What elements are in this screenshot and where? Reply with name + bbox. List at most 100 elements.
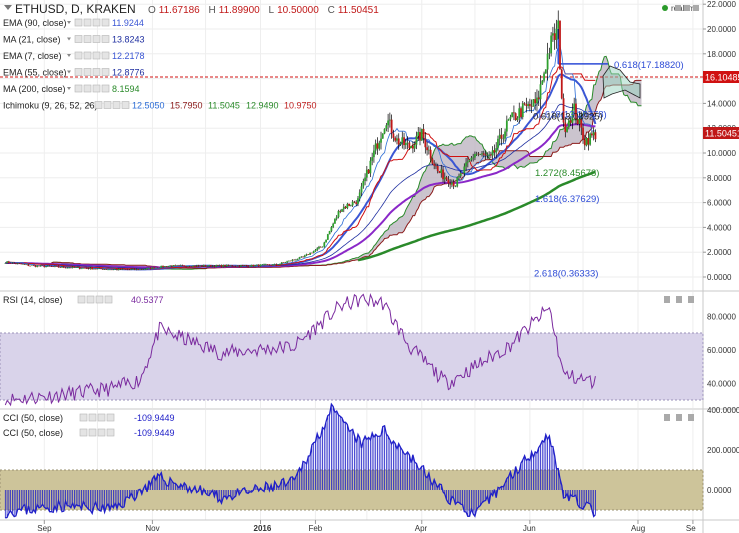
legend-settings-icon[interactable] [77,295,86,304]
legend-close-icon[interactable] [106,428,115,437]
legend-close-icon[interactable] [101,84,110,93]
candle-up [543,73,545,81]
legend-gear-icon[interactable] [112,101,121,109]
pane-settings-icon[interactable] [675,5,681,11]
legend-close-icon[interactable] [106,413,115,422]
candle-down [447,179,450,184]
price-axis[interactable]: 22.000020.000018.000016.000014.000012.00… [703,0,736,282]
legend-close-icon[interactable] [104,295,113,304]
cci-pane-up-icon[interactable] [664,414,670,421]
candle-down [213,265,216,267]
cci-controls[interactable] [79,413,115,437]
candle-down [94,268,97,270]
candle-down [270,265,273,266]
candle-up [557,20,560,29]
candle-down [461,173,464,174]
rsi-axis[interactable]: 80.0000 60.0000 40.0000 [707,312,736,388]
legend-settings-icon[interactable] [74,68,83,76]
cci-header[interactable]: CCI (50, close) CCI (50, close) -109.944… [3,413,175,438]
candle-up [380,138,382,143]
legend-eye-icon[interactable] [83,84,92,93]
legend-settings-icon[interactable] [74,18,83,27]
fib-label: 1.618(6.37629) [535,194,599,205]
candle-up [259,264,262,267]
candle-up [314,249,317,252]
candle-up [454,186,457,187]
collapse-arrow-icon[interactable] [4,5,12,10]
legend-gear-icon[interactable] [92,51,101,60]
legend-settings-icon[interactable] [79,413,88,422]
pane-close-icon[interactable] [693,5,699,11]
legend-settings-icon[interactable] [79,428,88,437]
legend-close-icon[interactable] [101,18,110,27]
candle-up [481,153,483,155]
candle-down [29,265,32,267]
rsi-header[interactable]: RSI (14, close) 40.5377 [3,295,164,305]
candle-down [18,263,21,264]
price-tick-label: 6.0000 [707,199,732,208]
legend-eye-icon[interactable] [83,35,92,43]
legend-close-icon[interactable] [101,68,110,76]
legend-eye-icon[interactable] [83,68,92,76]
candle-up [54,266,56,267]
legend-settings-icon[interactable] [74,35,83,43]
legend-gear-icon[interactable] [92,35,101,43]
legend-value: 12.9490 [246,101,279,111]
rsi-pane-up-icon[interactable] [664,296,670,303]
time-axis[interactable]: Sep Nov 2016 Feb Apr Jun Aug Se [37,520,696,533]
ohlc-open: 11.67186 [159,5,200,16]
legend-gear-icon[interactable] [97,428,106,437]
legend-eye-icon[interactable] [83,51,92,60]
legend-gear-icon[interactable] [95,295,104,304]
candle-down [445,177,448,180]
candle-up [532,99,535,107]
legend-gear-icon[interactable] [92,68,101,76]
cci-value-2: -109.9449 [134,428,175,438]
candle-up [103,269,106,270]
candle-down [403,137,405,146]
legend-eye-icon[interactable] [88,413,97,422]
candle-down [183,265,186,267]
cci-pane-down-icon[interactable] [676,414,682,421]
legend-close-icon[interactable] [121,101,130,109]
pane-maximize-icon[interactable] [684,5,690,11]
rsi-series [4,292,596,407]
legend-eye-icon[interactable] [86,295,95,304]
legend-settings-icon[interactable] [94,101,103,109]
rsi-controls[interactable] [77,295,113,304]
candle-up [546,53,549,70]
candle-down [174,265,177,266]
candle-down [91,267,94,270]
candle-up [472,157,475,159]
candle-up [25,264,28,266]
pane-controls[interactable] [664,5,699,421]
candle-up [277,264,280,266]
legend-gear-icon[interactable] [97,413,106,422]
candle-up [98,268,101,269]
candle-up [518,108,521,119]
legend-gear-icon[interactable] [92,84,101,93]
legend-settings-icon[interactable] [74,51,83,60]
rsi-pane-close-icon[interactable] [688,296,694,303]
indicator-legend[interactable]: EMA (90, close) 11.9244 MA (21, close) 13.8… [3,18,317,111]
candle-down [394,137,397,141]
price-tick-label: 18.0000 [707,50,736,59]
candle-down [27,264,30,266]
candle-up [215,265,218,267]
legend-gear-icon[interactable] [92,18,101,27]
candle-up [502,138,505,140]
price-panel[interactable] [0,0,703,290]
legend-eye-icon[interactable] [88,428,97,437]
cci-axis[interactable]: 400.0000 200.0000 0.0000 [707,406,739,495]
legend-close-icon[interactable] [101,35,110,43]
candle-up [114,269,117,270]
cci-pane-close-icon[interactable] [688,414,694,421]
candle-down [553,33,556,40]
legend-eye-icon[interactable] [103,101,112,109]
legend-eye-icon[interactable] [83,18,92,27]
legend-settings-icon[interactable] [74,84,83,93]
candle-up [192,265,195,267]
rsi-pane-down-icon[interactable] [676,296,682,303]
legend-close-icon[interactable] [101,51,110,60]
